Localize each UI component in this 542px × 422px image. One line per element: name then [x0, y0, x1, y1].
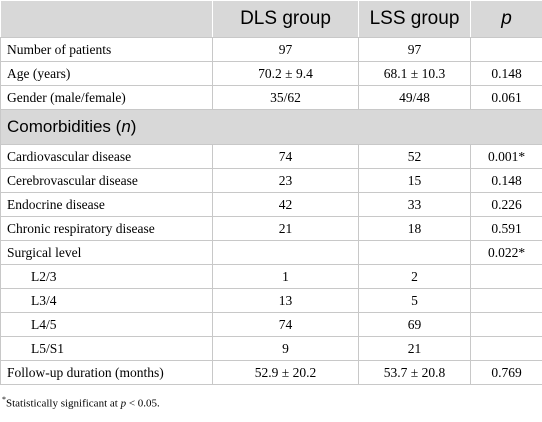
- cell: 69: [358, 312, 471, 337]
- data-table: DLS group LSS group p Number of patients 97…: [0, 0, 542, 385]
- cell: 74: [212, 144, 359, 169]
- cell: 97: [212, 37, 359, 62]
- section-row: Comorbidities (n): [0, 109, 542, 145]
- row-label: Age (years): [0, 61, 213, 86]
- cell: 97: [358, 37, 471, 62]
- footnote: *Statistically significant at p < 0.05.: [2, 395, 542, 410]
- cell: [470, 288, 542, 313]
- section-text: Comorbidities (: [7, 117, 122, 136]
- cell: [212, 240, 359, 265]
- table-row: Cerebrovascular disease 23 15 0.148: [0, 168, 542, 193]
- footnote-mark: *: [2, 395, 6, 404]
- table-row: L5/S1 9 21: [0, 336, 542, 361]
- cell: 42: [212, 192, 359, 217]
- cell: 33: [358, 192, 471, 217]
- cell: 0.226: [470, 192, 542, 217]
- cell: [470, 37, 542, 62]
- table-row: L2/3 1 2: [0, 264, 542, 289]
- cell: 0.001*: [470, 144, 542, 169]
- cell: 0.591: [470, 216, 542, 241]
- row-label: Cardiovascular disease: [0, 144, 213, 169]
- cell: 0.061: [470, 85, 542, 110]
- cell: 23: [212, 168, 359, 193]
- row-label: Number of patients: [0, 37, 213, 62]
- table-row: Gender (male/female) 35/62 49/48 0.061: [0, 85, 542, 110]
- cell: 52.9 ± 20.2: [212, 360, 359, 385]
- header-cell: LSS group: [358, 0, 471, 38]
- cell: 18: [358, 216, 471, 241]
- table-row: L3/4 13 5: [0, 288, 542, 313]
- table-row: Cardiovascular disease 74 52 0.001*: [0, 144, 542, 169]
- table-row: L4/5 74 69: [0, 312, 542, 337]
- cell: 5: [358, 288, 471, 313]
- cell: 0.148: [470, 61, 542, 86]
- table-row: Follow-up duration (months) 52.9 ± 20.2 53…: [0, 360, 542, 385]
- cell: 21: [358, 336, 471, 361]
- row-label: L4/5: [0, 312, 213, 337]
- row-label: Gender (male/female): [0, 85, 213, 110]
- cell: [358, 240, 471, 265]
- table-row: Surgical level 0.022*: [0, 240, 542, 265]
- cell: 13: [212, 288, 359, 313]
- footnote-text: Statistically significant at: [6, 397, 121, 410]
- row-label: L5/S1: [0, 336, 213, 361]
- section-cell: Comorbidities (n): [0, 109, 542, 145]
- table-row: Chronic respiratory disease 21 18 0.591: [0, 216, 542, 241]
- cell: 1: [212, 264, 359, 289]
- header-row: DLS group LSS group p: [0, 0, 542, 38]
- row-label: Surgical level: [0, 240, 213, 265]
- cell: 68.1 ± 10.3: [358, 61, 471, 86]
- table-body: Number of patients 97 97 Age (years) 70.2 ± …: [0, 37, 542, 385]
- cell: 52: [358, 144, 471, 169]
- cell: 0.769: [470, 360, 542, 385]
- cell: [470, 312, 542, 337]
- section-text: n: [121, 117, 131, 136]
- cell: 0.022*: [470, 240, 542, 265]
- table-row: Number of patients 97 97: [0, 37, 542, 62]
- footnote-symbol: p: [120, 397, 127, 410]
- row-label: Cerebrovascular disease: [0, 168, 213, 193]
- section-text: ): [130, 117, 137, 136]
- cell: 15: [358, 168, 471, 193]
- row-label: L2/3: [0, 264, 213, 289]
- cell: 9: [212, 336, 359, 361]
- cell: [470, 336, 542, 361]
- header-cell: DLS group: [212, 0, 359, 38]
- cell: [470, 264, 542, 289]
- cell: 0.148: [470, 168, 542, 193]
- cell: 70.2 ± 9.4: [212, 61, 359, 86]
- cell: 2: [358, 264, 471, 289]
- row-label: Follow-up duration (months): [0, 360, 213, 385]
- cell: 35/62: [212, 85, 359, 110]
- cell: 21: [212, 216, 359, 241]
- row-label: L3/4: [0, 288, 213, 313]
- cell: 74: [212, 312, 359, 337]
- header-cell: p: [470, 0, 542, 38]
- footnote-text: < 0.05.: [126, 397, 160, 410]
- table-row: Age (years) 70.2 ± 9.4 68.1 ± 10.3 0.148: [0, 61, 542, 86]
- row-label: Chronic respiratory disease: [0, 216, 213, 241]
- table-row: Endocrine disease 42 33 0.226: [0, 192, 542, 217]
- header-cell: [0, 0, 213, 38]
- cell: 53.7 ± 20.8: [358, 360, 471, 385]
- row-label: Endocrine disease: [0, 192, 213, 217]
- cell: 49/48: [358, 85, 471, 110]
